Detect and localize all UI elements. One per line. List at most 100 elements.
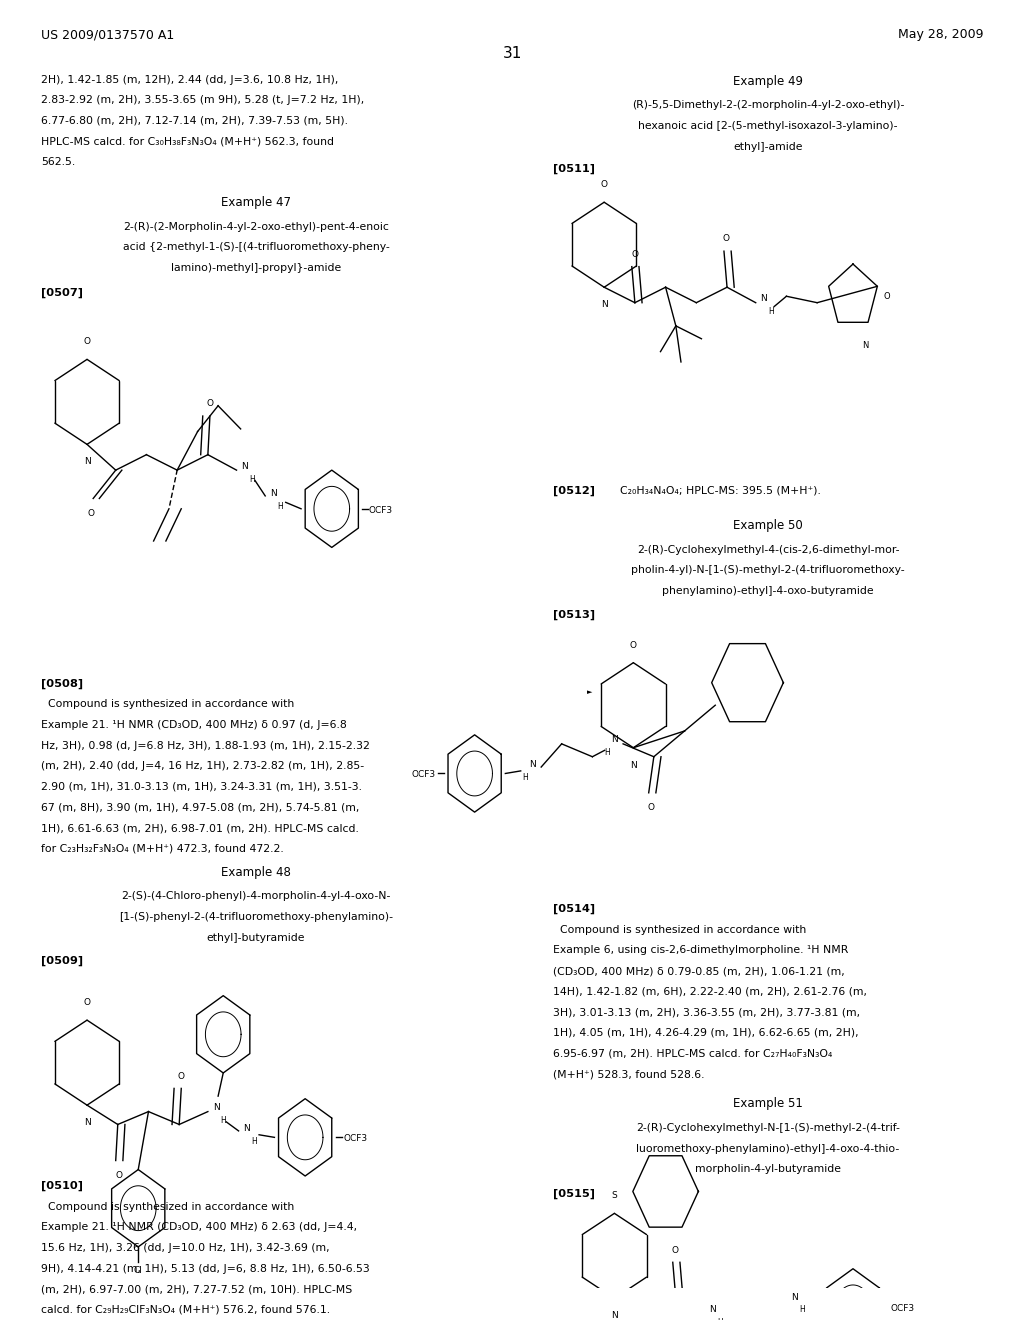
Text: N: N: [84, 457, 90, 466]
Text: N: N: [84, 1118, 90, 1127]
Text: Compound is synthesized in accordance with: Compound is synthesized in accordance wi…: [41, 1201, 294, 1212]
Text: Cl: Cl: [134, 1266, 142, 1275]
Text: [0508]: [0508]: [41, 678, 83, 689]
Text: Example 51: Example 51: [733, 1097, 803, 1110]
Text: H: H: [799, 1305, 805, 1315]
Text: Example 50: Example 50: [733, 519, 803, 532]
Text: N: N: [213, 1104, 219, 1113]
Text: S: S: [611, 1192, 617, 1200]
Text: 2-(R)-Cyclohexylmethyl-4-(cis-2,6-dimethyl-mor-: 2-(R)-Cyclohexylmethyl-4-(cis-2,6-dimeth…: [637, 545, 899, 554]
Text: N: N: [862, 342, 869, 350]
Text: 15.6 Hz, 1H), 3.26 (dd, J=10.0 Hz, 1H), 3.42-3.69 (m,: 15.6 Hz, 1H), 3.26 (dd, J=10.0 Hz, 1H), …: [41, 1243, 330, 1253]
Text: Example 49: Example 49: [733, 75, 803, 87]
Text: [1-(S)-phenyl-2-(4-trifluoromethoxy-phenylamino)-: [1-(S)-phenyl-2-(4-trifluoromethoxy-phen…: [119, 912, 393, 921]
Text: O: O: [630, 640, 637, 649]
Text: 2H), 1.42-1.85 (m, 12H), 2.44 (dd, J=3.6, 10.8 Hz, 1H),: 2H), 1.42-1.85 (m, 12H), 2.44 (dd, J=3.6…: [41, 75, 338, 84]
Text: 2-(S)-(4-Chloro-phenyl)-4-morpholin-4-yl-4-oxo-N-: 2-(S)-(4-Chloro-phenyl)-4-morpholin-4-yl…: [121, 891, 391, 902]
Text: H: H: [522, 772, 527, 781]
Text: H: H: [220, 1117, 226, 1125]
Text: 9H), 4.14-4.21 (m, 1H), 5.13 (dd, J=6, 8.8 Hz, 1H), 6.50-6.53: 9H), 4.14-4.21 (m, 1H), 5.13 (dd, J=6, 8…: [41, 1263, 370, 1274]
Text: O: O: [884, 292, 890, 301]
Text: Example 48: Example 48: [221, 866, 291, 879]
Text: 562.5.: 562.5.: [41, 157, 75, 168]
Text: 2-(R)-(2-Morpholin-4-yl-2-oxo-ethyl)-pent-4-enoic: 2-(R)-(2-Morpholin-4-yl-2-oxo-ethyl)-pen…: [123, 222, 389, 231]
Text: OCF3: OCF3: [412, 771, 435, 779]
Text: OCF3: OCF3: [369, 506, 393, 515]
Text: acid {2-methyl-1-(S)-[(4-trifluoromethoxy-pheny-: acid {2-methyl-1-(S)-[(4-trifluoromethox…: [123, 242, 389, 252]
Text: 31: 31: [503, 46, 521, 61]
Text: [0510]: [0510]: [41, 1181, 83, 1192]
Text: OCF3: OCF3: [343, 1134, 368, 1143]
Text: lamino)-methyl]-propyl}-amide: lamino)-methyl]-propyl}-amide: [171, 263, 341, 273]
Text: H: H: [717, 1319, 723, 1320]
Text: [0507]: [0507]: [41, 288, 83, 297]
Text: N: N: [611, 735, 617, 744]
Text: [0511]: [0511]: [553, 164, 595, 174]
Text: 6.95-6.97 (m, 2H). HPLC-MS calcd. for C₂₇H₄₀F₃N₃O₄: 6.95-6.97 (m, 2H). HPLC-MS calcd. for C₂…: [553, 1048, 833, 1059]
Text: 3H), 3.01-3.13 (m, 2H), 3.36-3.55 (m, 2H), 3.77-3.81 (m,: 3H), 3.01-3.13 (m, 2H), 3.36-3.55 (m, 2H…: [553, 1007, 860, 1018]
Text: N: N: [761, 294, 767, 304]
Text: (m, 2H), 2.40 (dd, J=4, 16 Hz, 1H), 2.73-2.82 (m, 1H), 2.85-: (m, 2H), 2.40 (dd, J=4, 16 Hz, 1H), 2.73…: [41, 762, 365, 771]
Text: (m, 2H), 6.97-7.00 (m, 2H), 7.27-7.52 (m, 10H). HPLC-MS: (m, 2H), 6.97-7.00 (m, 2H), 7.27-7.52 (m…: [41, 1284, 352, 1294]
Text: O: O: [672, 1246, 678, 1254]
Text: N: N: [270, 488, 276, 498]
Text: N: N: [611, 1311, 617, 1320]
Text: N: N: [601, 300, 607, 309]
Text: for C₂₃H₃₂F₃N₃O₄ (M+H⁺) 472.3, found 472.2.: for C₂₃H₃₂F₃N₃O₄ (M+H⁺) 472.3, found 472…: [41, 843, 284, 854]
Text: [0512]: [0512]: [553, 486, 595, 496]
Text: pholin-4-yl)-N-[1-(S)-methyl-2-(4-trifluoromethoxy-: pholin-4-yl)-N-[1-(S)-methyl-2-(4-triflu…: [631, 565, 905, 576]
Text: 67 (m, 8H), 3.90 (m, 1H), 4.97-5.08 (m, 2H), 5.74-5.81 (m,: 67 (m, 8H), 3.90 (m, 1H), 4.97-5.08 (m, …: [41, 803, 359, 812]
Text: H: H: [249, 475, 255, 483]
Text: (CD₃OD, 400 MHz) δ 0.79-0.85 (m, 2H), 1.06-1.21 (m,: (CD₃OD, 400 MHz) δ 0.79-0.85 (m, 2H), 1.…: [553, 966, 845, 975]
Text: 1H), 6.61-6.63 (m, 2H), 6.98-7.01 (m, 2H). HPLC-MS calcd.: 1H), 6.61-6.63 (m, 2H), 6.98-7.01 (m, 2H…: [41, 824, 358, 833]
Text: O: O: [84, 998, 90, 1007]
Text: O: O: [116, 1171, 122, 1180]
Text: H: H: [251, 1137, 257, 1146]
Text: Compound is synthesized in accordance with: Compound is synthesized in accordance wi…: [41, 700, 294, 709]
Text: 14H), 1.42-1.82 (m, 6H), 2.22-2.40 (m, 2H), 2.61-2.76 (m,: 14H), 1.42-1.82 (m, 6H), 2.22-2.40 (m, 2…: [553, 986, 867, 997]
Text: [0515]: [0515]: [553, 1189, 595, 1199]
Text: phenylamino)-ethyl]-4-oxo-butyramide: phenylamino)-ethyl]-4-oxo-butyramide: [663, 586, 873, 597]
Text: Example 21. ¹H NMR (CD₃OD, 400 MHz) δ 0.97 (d, J=6.8: Example 21. ¹H NMR (CD₃OD, 400 MHz) δ 0.…: [41, 719, 347, 730]
Text: H: H: [604, 748, 609, 758]
Text: ►: ►: [587, 689, 592, 696]
Text: (R)-5,5-Dimethyl-2-(2-morpholin-4-yl-2-oxo-ethyl)-: (R)-5,5-Dimethyl-2-(2-morpholin-4-yl-2-o…: [632, 100, 904, 111]
Text: US 2009/0137570 A1: US 2009/0137570 A1: [41, 28, 174, 41]
Text: May 28, 2009: May 28, 2009: [898, 28, 983, 41]
Text: O: O: [178, 1072, 184, 1081]
Text: O: O: [601, 181, 607, 189]
Text: H: H: [768, 308, 774, 317]
Text: O: O: [723, 235, 729, 243]
Text: [0509]: [0509]: [41, 956, 83, 966]
Text: hexanoic acid [2-(5-methyl-isoxazol-3-ylamino)-: hexanoic acid [2-(5-methyl-isoxazol-3-yl…: [638, 121, 898, 131]
Text: OCF3: OCF3: [891, 1304, 915, 1313]
Text: N: N: [710, 1305, 716, 1315]
Text: N: N: [242, 462, 248, 471]
Text: ethyl]-butyramide: ethyl]-butyramide: [207, 932, 305, 942]
Text: 2.83-2.92 (m, 2H), 3.55-3.65 (m 9H), 5.28 (t, J=7.2 Hz, 1H),: 2.83-2.92 (m, 2H), 3.55-3.65 (m 9H), 5.2…: [41, 95, 365, 106]
Text: N: N: [630, 760, 637, 770]
Text: O: O: [84, 338, 90, 346]
Text: Example 47: Example 47: [221, 195, 291, 209]
Text: [0513]: [0513]: [553, 610, 595, 619]
Text: ethyl]-amide: ethyl]-amide: [733, 141, 803, 152]
Text: C₂₀H₃₄N₄O₄; HPLC-MS: 395.5 (M+H⁺).: C₂₀H₃₄N₄O₄; HPLC-MS: 395.5 (M+H⁺).: [620, 486, 820, 495]
Text: Compound is synthesized in accordance with: Compound is synthesized in accordance wi…: [553, 925, 806, 935]
Text: luoromethoxy-phenylamino)-ethyl]-4-oxo-4-thio-: luoromethoxy-phenylamino)-ethyl]-4-oxo-4…: [636, 1144, 900, 1154]
Text: O: O: [88, 508, 94, 517]
Text: N: N: [792, 1292, 798, 1302]
Text: O: O: [207, 400, 213, 408]
Text: 6.77-6.80 (m, 2H), 7.12-7.14 (m, 2H), 7.39-7.53 (m, 5H).: 6.77-6.80 (m, 2H), 7.12-7.14 (m, 2H), 7.…: [41, 116, 348, 125]
Text: 1H), 4.05 (m, 1H), 4.26-4.29 (m, 1H), 6.62-6.65 (m, 2H),: 1H), 4.05 (m, 1H), 4.26-4.29 (m, 1H), 6.…: [553, 1028, 858, 1038]
Text: morpholin-4-yl-butyramide: morpholin-4-yl-butyramide: [695, 1164, 841, 1175]
Text: O: O: [647, 803, 654, 812]
Text: N: N: [244, 1123, 250, 1133]
Text: HPLC-MS calcd. for C₃₀H₃₈F₃N₃O₄ (M+H⁺) 562.3, found: HPLC-MS calcd. for C₃₀H₃₈F₃N₃O₄ (M+H⁺) 5…: [41, 136, 334, 147]
Text: H: H: [278, 502, 284, 511]
Text: Example 6, using cis-2,6-dimethylmorpholine. ¹H NMR: Example 6, using cis-2,6-dimethylmorphol…: [553, 945, 848, 956]
Text: N: N: [529, 760, 536, 770]
Text: 2-(R)-Cyclohexylmethyl-N-[1-(S)-methyl-2-(4-trif-: 2-(R)-Cyclohexylmethyl-N-[1-(S)-methyl-2…: [636, 1123, 900, 1133]
Text: Example 21. ¹H NMR (CD₃OD, 400 MHz) δ 2.63 (dd, J=4.4,: Example 21. ¹H NMR (CD₃OD, 400 MHz) δ 2.…: [41, 1222, 357, 1233]
Text: [0514]: [0514]: [553, 904, 595, 915]
Text: Hz, 3H), 0.98 (d, J=6.8 Hz, 3H), 1.88-1.93 (m, 1H), 2.15-2.32: Hz, 3H), 0.98 (d, J=6.8 Hz, 3H), 1.88-1.…: [41, 741, 370, 751]
